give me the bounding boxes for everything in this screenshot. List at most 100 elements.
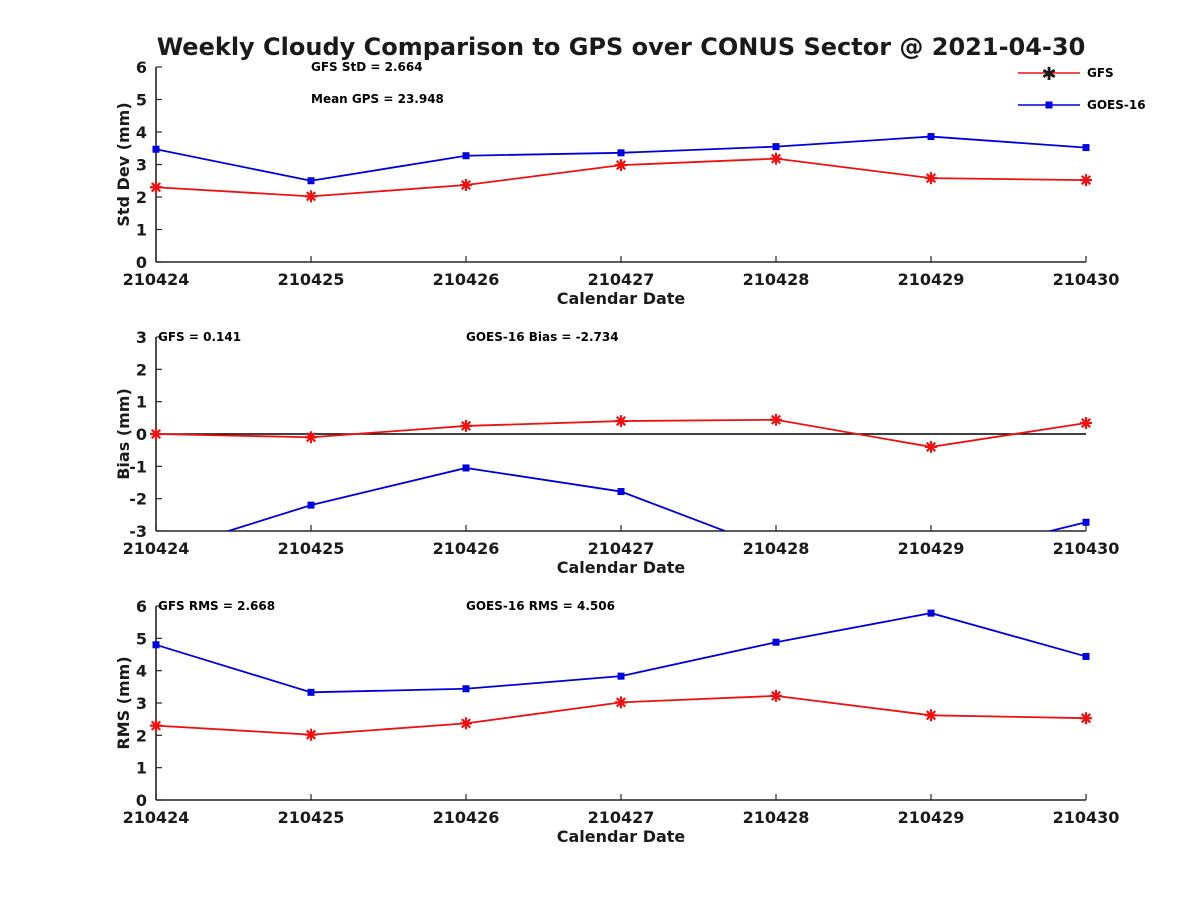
bias-point-gfs [615, 415, 627, 428]
std-ytick-label: 3 [136, 156, 147, 175]
rms-xtick-label: 210429 [898, 808, 965, 827]
bias-y-axis-label: Bias (mm) [114, 388, 133, 480]
bias-xtick-label: 210426 [433, 539, 500, 558]
bias-point-goes16 [1082, 518, 1090, 526]
std-point-gfs [615, 159, 627, 172]
std-point-goes16 [152, 145, 160, 153]
bias-series-group [150, 413, 1092, 531]
std-xtick-label: 210427 [588, 270, 655, 289]
legend-label-goes16: GOES-16 [1087, 98, 1146, 112]
bias-point-goes16 [462, 464, 470, 472]
std-point-gfs [305, 190, 317, 203]
rms-xtick-label: 210427 [588, 808, 655, 827]
std-xtick-label: 210426 [433, 270, 500, 289]
rms-xtick-label: 210424 [123, 808, 190, 827]
rms-point-gfs [925, 709, 937, 722]
std-point-goes16 [927, 133, 935, 141]
std-point-goes16 [772, 143, 780, 151]
bias-xtick-label: 210427 [588, 539, 655, 558]
std-ytick-label: 0 [136, 253, 147, 272]
std-xtick-label: 210430 [1053, 270, 1120, 289]
std-x-axis-label: Calendar Date [557, 289, 686, 308]
std-point-gfs [925, 172, 937, 185]
bias-x-axis-label: Calendar Date [557, 558, 686, 577]
std-ytick-label: 2 [136, 188, 147, 207]
chart-title: Weekly Cloudy Comparison to GPS over CON… [157, 33, 1086, 61]
bias-point-goes16 [617, 488, 625, 496]
std-ytick-label: 1 [136, 221, 147, 240]
rms-annotation: GOES-16 RMS = 4.506 [466, 599, 615, 613]
rms-point-gfs [460, 717, 472, 730]
rms-xtick-label: 210426 [433, 808, 500, 827]
bias-annotation: GFS = 0.141 [158, 330, 241, 344]
std-point-goes16 [1082, 144, 1090, 152]
rms-point-goes16 [772, 638, 780, 646]
rms-ytick-label: 3 [136, 694, 147, 713]
rms-ytick-label: 6 [136, 597, 147, 616]
legend-marker-goes16 [1045, 101, 1053, 109]
legend: ✱ GFS GOES-16 [1018, 64, 1146, 112]
bias-point-goes16 [307, 501, 315, 509]
rms-y-axis-label: RMS (mm) [114, 656, 133, 749]
bias-point-gfs [1080, 417, 1092, 430]
rms-ytick-label: 2 [136, 726, 147, 745]
rms-point-goes16 [307, 688, 315, 696]
panel-std: 0 1 2 3 4 5 6 210424 210425 210426 210427 210428 210… [114, 58, 1119, 308]
bias-point-gfs [150, 428, 162, 440]
rms-ytick-label: 5 [136, 629, 147, 648]
rms-point-gfs [1080, 712, 1092, 725]
std-annotation: Mean GPS = 23.948 [311, 92, 444, 106]
rms-point-gfs [305, 728, 317, 741]
bias-ytick-label: 1 [136, 393, 147, 412]
bias-xtick-label: 210424 [123, 539, 190, 558]
bias-xtick-label: 210425 [278, 539, 345, 558]
bias-xtick-label: 210429 [898, 539, 965, 558]
rms-point-gfs [150, 719, 162, 732]
rms-point-gfs [770, 689, 782, 702]
bias-ytick-label: -2 [129, 490, 147, 509]
rms-point-gfs [615, 696, 627, 709]
bias-ytick-label: 3 [136, 328, 147, 347]
std-ytick-label: 6 [136, 58, 147, 77]
bias-ytick-label: -1 [129, 457, 147, 476]
rms-point-goes16 [462, 685, 470, 693]
bias-point-gfs [460, 419, 472, 432]
legend-marker-gfs: ✱ [1041, 64, 1056, 85]
rms-x-axis-label: Calendar Date [557, 827, 686, 846]
panel-bias: -3 -2 -1 0 1 2 3 210424 210425 210426 210427 210428… [114, 328, 1119, 577]
std-annotation: GFS StD = 2.664 [311, 60, 423, 74]
bias-annotation: GOES-16 Bias = -2.734 [466, 330, 619, 344]
std-point-goes16 [307, 177, 315, 185]
rms-xtick-label: 210430 [1053, 808, 1120, 827]
std-point-goes16 [462, 152, 470, 160]
rms-point-goes16 [927, 609, 935, 617]
rms-ytick-label: 0 [136, 791, 147, 810]
rms-series-group [150, 609, 1092, 741]
rms-ytick-label: 1 [136, 759, 147, 778]
bias-xtick-label: 210430 [1053, 539, 1120, 558]
rms-point-goes16 [152, 641, 160, 649]
std-point-gfs [770, 152, 782, 165]
std-point-gfs [460, 178, 472, 191]
rms-point-goes16 [617, 672, 625, 680]
rms-annotation: GFS RMS = 2.668 [158, 599, 275, 613]
bias-xtick-label: 210428 [743, 539, 810, 558]
std-point-gfs [1080, 174, 1092, 187]
std-point-gfs [150, 181, 162, 194]
std-ytick-label: 4 [136, 123, 147, 142]
bias-point-gfs [770, 413, 782, 426]
rms-xtick-label: 210425 [278, 808, 345, 827]
std-xtick-label: 210428 [743, 270, 810, 289]
std-xtick-label: 210425 [278, 270, 345, 289]
legend-label-gfs: GFS [1087, 66, 1114, 80]
std-series-group [150, 133, 1092, 203]
std-xtick-label: 210424 [123, 270, 190, 289]
bias-ytick-label: -3 [129, 522, 147, 541]
std-ytick-label: 5 [136, 91, 147, 110]
bias-point-gfs [925, 440, 937, 453]
rms-ytick-label: 4 [136, 662, 147, 681]
rms-point-goes16 [1082, 652, 1090, 660]
